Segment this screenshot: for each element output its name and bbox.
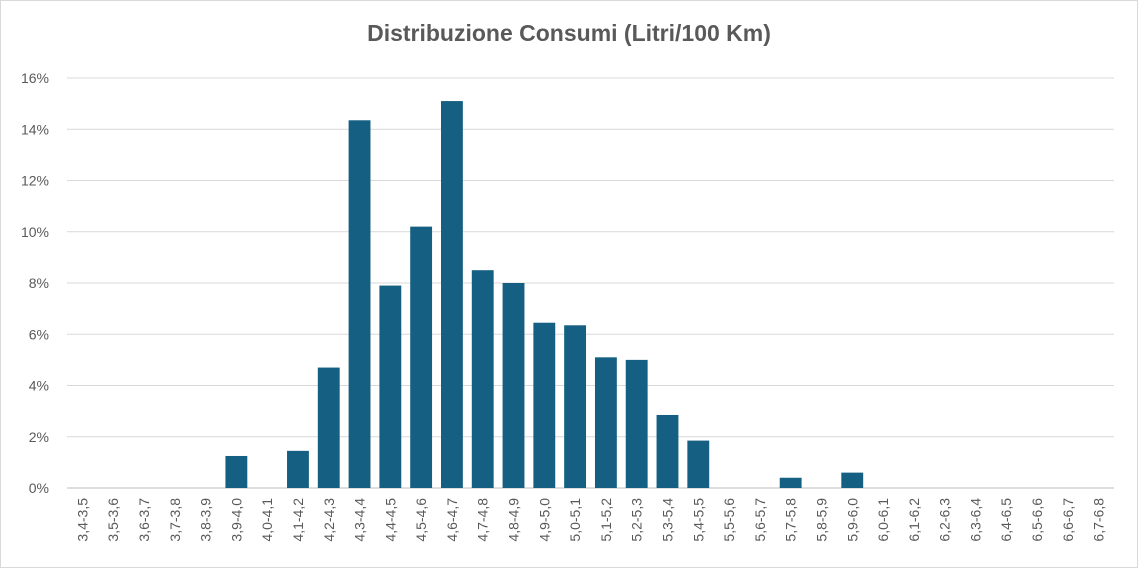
bars bbox=[225, 101, 864, 488]
bar bbox=[656, 414, 679, 488]
x-tick-label: 4,9-5,0 bbox=[536, 498, 552, 542]
bar bbox=[841, 472, 864, 488]
bar bbox=[317, 367, 340, 488]
x-tick-label: 6,2-6,3 bbox=[937, 498, 953, 542]
x-tick-label: 3,7-3,8 bbox=[167, 498, 183, 542]
x-tick-label: 5,4-5,5 bbox=[690, 498, 706, 542]
x-tick-label: 3,8-3,9 bbox=[198, 498, 214, 542]
y-tick-label: 10% bbox=[21, 224, 49, 240]
bar bbox=[687, 440, 710, 488]
x-tick-label: 6,4-6,5 bbox=[998, 498, 1014, 542]
y-tick-label: 0% bbox=[29, 480, 49, 496]
y-tick-label: 6% bbox=[29, 326, 49, 342]
x-tick-label: 6,0-6,1 bbox=[875, 498, 891, 542]
x-tick-label: 5,1-5,2 bbox=[598, 498, 614, 542]
y-tick-label: 4% bbox=[29, 378, 49, 394]
x-tick-label: 6,3-6,4 bbox=[967, 498, 983, 542]
y-tick-label: 16% bbox=[21, 70, 49, 86]
bar bbox=[348, 120, 371, 488]
bar bbox=[533, 322, 556, 488]
x-tick-label: 4,4-4,5 bbox=[382, 498, 398, 542]
x-tick-label: 5,8-5,9 bbox=[813, 498, 829, 542]
x-tick-label: 4,0-4,1 bbox=[259, 498, 275, 542]
x-tick-label: 6,1-6,2 bbox=[906, 498, 922, 542]
bar bbox=[594, 357, 617, 488]
x-tick-label: 4,6-4,7 bbox=[444, 498, 460, 542]
x-tick-label: 5,6-5,7 bbox=[752, 498, 768, 542]
x-axis-ticks: 3,4-3,5 3,5-3,6 3,6-3,7 3,7-3,8 3,8-3,9 3,9-4… bbox=[74, 498, 1106, 542]
x-tick-label: 4,1-4,2 bbox=[290, 498, 306, 542]
x-tick-label: 4,8-4,9 bbox=[506, 498, 522, 542]
x-tick-label: 6,5-6,6 bbox=[1029, 498, 1045, 542]
bar bbox=[287, 450, 309, 488]
x-tick-label: 4,2-4,3 bbox=[321, 498, 337, 542]
bar bbox=[410, 226, 433, 488]
x-tick-label: 6,7-6,8 bbox=[1091, 498, 1107, 542]
x-tick-label: 3,9-4,0 bbox=[228, 498, 244, 542]
x-tick-label: 4,5-4,6 bbox=[413, 498, 429, 542]
y-axis-ticks: 0% 2% 4% 6% 8% 10% 12% 14% 16% bbox=[21, 70, 49, 496]
y-tick-label: 14% bbox=[21, 121, 49, 137]
x-tick-label: 3,6-3,7 bbox=[136, 498, 152, 542]
x-tick-label: 5,9-6,0 bbox=[844, 498, 860, 542]
bar bbox=[440, 101, 463, 488]
x-tick-label: 5,7-5,8 bbox=[783, 498, 799, 542]
x-tick-label: 5,5-5,6 bbox=[721, 498, 737, 542]
x-tick-label: 5,0-5,1 bbox=[567, 498, 583, 542]
bar bbox=[471, 270, 494, 488]
x-tick-label: 6,6-6,7 bbox=[1060, 498, 1076, 542]
bar bbox=[225, 455, 248, 488]
bar bbox=[625, 359, 648, 488]
x-tick-label: 4,7-4,8 bbox=[475, 498, 491, 542]
bar bbox=[502, 283, 525, 488]
bar bbox=[379, 285, 402, 488]
bar bbox=[779, 477, 802, 488]
gridlines bbox=[67, 77, 1114, 489]
y-tick-label: 8% bbox=[29, 275, 49, 291]
x-tick-label: 3,4-3,5 bbox=[74, 498, 90, 542]
bar bbox=[564, 325, 587, 488]
y-tick-label: 2% bbox=[29, 429, 49, 445]
x-tick-label: 5,3-5,4 bbox=[659, 498, 675, 542]
x-tick-label: 3,5-3,6 bbox=[105, 498, 121, 542]
y-tick-label: 12% bbox=[21, 173, 49, 189]
x-tick-label: 4,3-4,4 bbox=[352, 498, 368, 542]
x-tick-label: 5,2-5,3 bbox=[629, 498, 645, 542]
chart-title: Distribuzione Consumi (Litri/100 Km) bbox=[367, 20, 771, 46]
